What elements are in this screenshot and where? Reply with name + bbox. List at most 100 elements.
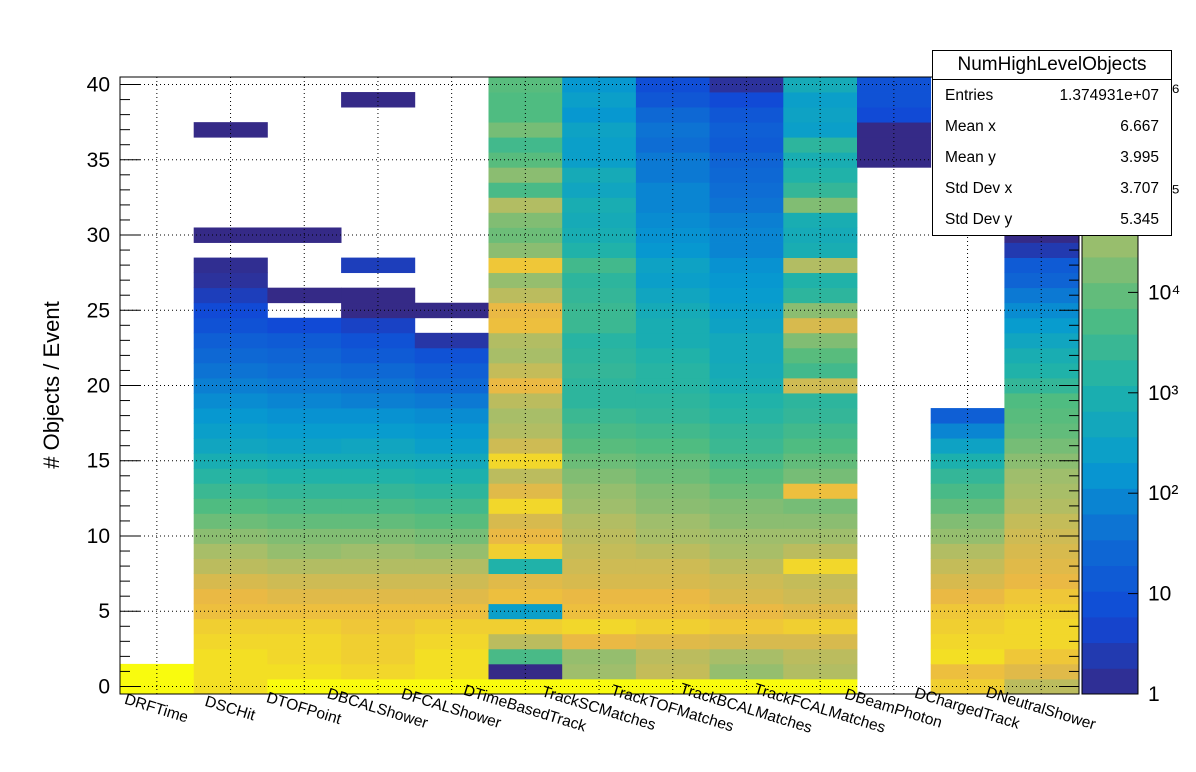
heatmap-cell [193, 618, 268, 635]
heatmap-cell [488, 663, 563, 680]
heatmap-cell [414, 678, 489, 695]
heatmap-cell [341, 468, 416, 484]
y-tick-label: 5 [98, 600, 110, 623]
heatmap-cell [488, 242, 563, 258]
heatmap-cell [414, 468, 489, 484]
heatmap-cell [488, 137, 563, 153]
heatmap-cell [1004, 362, 1079, 379]
heatmap-cell [414, 393, 489, 409]
heatmap-cell [193, 227, 268, 243]
palette-band [1082, 282, 1138, 309]
heatmap-cell [193, 302, 268, 319]
heatmap-cell [193, 287, 268, 304]
heatmap-cell [783, 663, 858, 680]
heatmap-cell [635, 558, 710, 575]
heatmap-cell [709, 453, 784, 469]
heatmap-cell [562, 663, 637, 680]
heatmap-cell [267, 362, 342, 379]
heatmap-cell [709, 182, 784, 198]
stats-row-std-x: Std Dev x 3.707 [933, 173, 1171, 204]
heatmap-cell [193, 483, 268, 499]
heatmap-cell [635, 498, 710, 514]
heatmap-cell [709, 603, 784, 620]
z-tick-label: 10³ [1148, 382, 1178, 405]
heatmap-cell [857, 77, 932, 93]
palette-band [1082, 385, 1138, 412]
heatmap-cell [783, 393, 858, 409]
heatmap-cell [709, 137, 784, 153]
heatmap-cell [562, 152, 637, 168]
heatmap-cell [930, 663, 1005, 680]
heatmap-cell [930, 648, 1005, 665]
heatmap-cell [1004, 332, 1079, 349]
heatmap-cell [635, 408, 710, 424]
heatmap-cell [562, 678, 637, 695]
heatmap-cell [635, 92, 710, 108]
heatmap-cell [414, 483, 489, 499]
heatmap-cell [488, 77, 563, 93]
heatmap-cell [341, 92, 416, 108]
heatmap-cell [488, 603, 563, 620]
heatmap-cell [488, 528, 563, 544]
stats-value: 5.345 [1120, 211, 1159, 228]
heatmap-cell [930, 678, 1005, 695]
heatmap-cell [1004, 287, 1079, 304]
heatmap-cell [783, 588, 858, 605]
heatmap-cell [1004, 588, 1079, 605]
heatmap-cell [930, 423, 1005, 439]
heatmap-cell [562, 543, 637, 559]
heatmap-cell [341, 648, 416, 665]
heatmap-cell [562, 483, 637, 499]
heatmap-cell [193, 498, 268, 514]
heatmap-cell [1004, 543, 1079, 559]
stats-row-std-y: Std Dev y 5.345 [933, 204, 1171, 235]
heatmap-cell [783, 558, 858, 575]
heatmap-cell [488, 423, 563, 439]
heatmap-cells [120, 77, 1079, 695]
heatmap-cell [341, 287, 416, 304]
heatmap-cell [193, 408, 268, 424]
palette-band [1082, 411, 1138, 438]
heatmap-cell [341, 483, 416, 499]
heatmap-cell [488, 483, 563, 499]
heatmap-cell [709, 242, 784, 258]
heatmap-cell [193, 603, 268, 620]
heatmap-cell [414, 648, 489, 665]
heatmap-cell [414, 558, 489, 575]
heatmap-cell [709, 107, 784, 123]
heatmap-cell [709, 678, 784, 695]
heatmap-cell [193, 528, 268, 544]
heatmap-cell [488, 332, 563, 349]
heatmap-cell [709, 648, 784, 665]
heatmap-cell [1004, 618, 1079, 635]
heatmap-cell [1004, 558, 1079, 575]
heatmap-cell [709, 347, 784, 364]
heatmap-cell [635, 543, 710, 559]
heatmap-cell [635, 137, 710, 153]
heatmap-cell [193, 347, 268, 364]
heatmap-cell [193, 543, 268, 559]
heatmap-cell [341, 453, 416, 469]
heatmap-cell [1004, 393, 1079, 409]
heatmap-cell [783, 92, 858, 108]
heatmap-cell [562, 272, 637, 289]
heatmap-cell [488, 182, 563, 198]
heatmap-cell [1004, 272, 1079, 289]
heatmap-cell [414, 663, 489, 680]
heatmap-cell [562, 528, 637, 544]
heatmap-cell [267, 287, 342, 304]
heatmap-cell [267, 468, 342, 484]
heatmap-cell [930, 498, 1005, 514]
heatmap-cell [562, 227, 637, 243]
heatmap-cell [783, 618, 858, 635]
heatmap-cell [562, 332, 637, 349]
heatmap-cell [488, 287, 563, 304]
heatmap-cell [930, 468, 1005, 484]
heatmap-cell [193, 453, 268, 469]
heatmap-cell [414, 588, 489, 605]
heatmap-cell [635, 468, 710, 484]
y-axis-label: # Objects / Event [39, 301, 64, 469]
heatmap-cell [709, 558, 784, 575]
heatmap-cell [267, 332, 342, 349]
heatmap-cell [562, 558, 637, 575]
